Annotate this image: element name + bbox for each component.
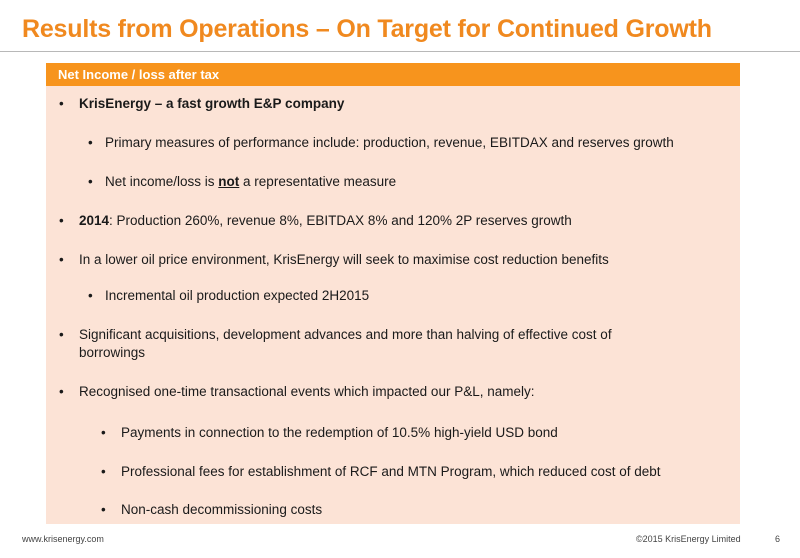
bullet-krisenergy-growth: • KrisEnergy – a fast growth E&P company: [59, 96, 345, 111]
slide-title: Results from Operations – On Target for …: [22, 15, 712, 43]
bullet-2014-results: • 2014: Production 260%, revenue 8%, EBI…: [59, 213, 572, 228]
bullet-dot: •: [88, 174, 93, 189]
footer-website: www.krisenergy.com: [22, 534, 104, 544]
emphasis-not: not: [218, 174, 240, 189]
page-number: 6: [775, 534, 781, 544]
bullet-dot: •: [101, 464, 106, 479]
bullet-performance-measures: • Primary measures of performance includ…: [88, 135, 674, 150]
bullet-dot: •: [59, 96, 64, 111]
bullet-dot: •: [59, 327, 64, 342]
bullet-lower-oil-price: • In a lower oil price environment, Kris…: [59, 252, 609, 267]
bullet-dot: •: [101, 502, 106, 517]
title-divider: [0, 51, 800, 52]
bullet-dot: •: [59, 252, 64, 267]
bullet-dot: •: [88, 135, 93, 150]
bullet-bond-redemption: • Payments in connection to the redempti…: [101, 425, 558, 440]
bullet-dot: •: [88, 288, 93, 303]
bullet-incremental-production: • Incremental oil production expected 2H…: [88, 288, 370, 303]
bullet-net-income-not-representative: • Net income/loss is not a representativ…: [88, 174, 397, 189]
footer-copyright: ©2015 KrisEnergy Limited: [636, 534, 741, 544]
panel-body: [46, 86, 740, 524]
bullet-decommissioning-costs: • Non-cash decommissioning costs: [101, 502, 323, 517]
bullet-dot: •: [59, 384, 64, 399]
panel-header: Net Income / loss after tax: [46, 63, 740, 86]
bullet-one-time-events: • Recognised one-time transactional even…: [59, 384, 535, 399]
bullet-professional-fees: • Professional fees for establishment of…: [101, 464, 661, 479]
bullet-dot: •: [101, 425, 106, 440]
bullet-dot: •: [59, 213, 64, 228]
bullet-significant-acquisitions: • Significant acquisitions, development …: [59, 327, 612, 360]
